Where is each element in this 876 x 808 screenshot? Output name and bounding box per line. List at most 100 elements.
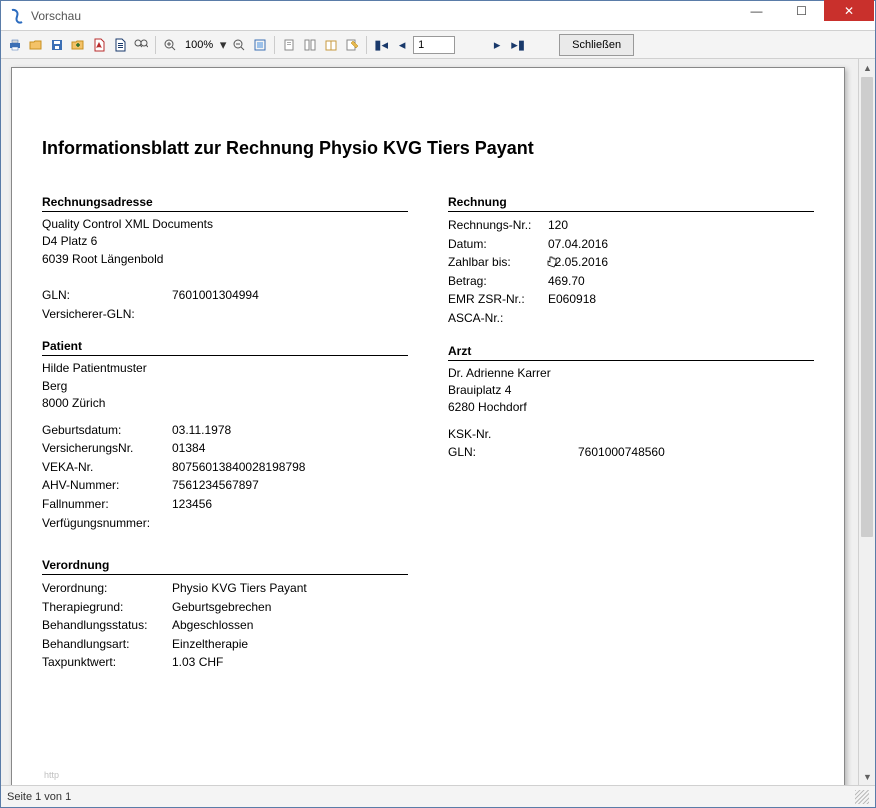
doctor-line3: 6280 Hochdorf (448, 399, 814, 416)
find-icon[interactable] (131, 35, 151, 55)
next-page-icon[interactable]: ▸ (487, 35, 507, 55)
invoice-amount-label: Betrag: (448, 272, 548, 291)
scrollbar-thumb[interactable] (861, 77, 873, 537)
save-icon[interactable] (47, 35, 67, 55)
insno-label: VersicherungsNr. (42, 439, 172, 458)
invoice-due-value: 12.05.2016 (548, 253, 608, 272)
tax-label: Taxpunktwert: (42, 653, 172, 672)
separator (155, 36, 156, 54)
doctor-line2: Brauiplatz 4 (448, 382, 814, 399)
status-label: Behandlungsstatus: (42, 616, 172, 635)
ahv-label: AHV-Nummer: (42, 476, 172, 495)
emr-label: EMR ZSR-Nr.: (448, 290, 548, 309)
ord-value: Physio KVG Tiers Payant (172, 579, 307, 598)
doc-icon[interactable] (110, 35, 130, 55)
prev-page-icon[interactable]: ◂ (392, 35, 412, 55)
prescription-header: Verordnung (42, 558, 408, 575)
toolbar: 100% ▾ ▮◂ ◂ ▸ ▸▮ Schließen (1, 31, 875, 59)
patient-line1: Hilde Patientmuster (42, 360, 408, 377)
close-icon: ✕ (844, 4, 854, 18)
document-viewport[interactable]: Informationsblatt zur Rechnung Physio KV… (1, 59, 858, 785)
case-value: 123456 (172, 495, 212, 514)
invoice-amount-value: 469.70 (548, 272, 585, 291)
window-controls: — ☐ ✕ (734, 1, 875, 30)
edit-icon[interactable] (342, 35, 362, 55)
open-icon[interactable] (26, 35, 46, 55)
separator (366, 36, 367, 54)
vertical-scrollbar[interactable]: ▲ ▼ (858, 59, 875, 785)
last-page-icon[interactable]: ▸▮ (508, 35, 528, 55)
status-text: Seite 1 von 1 (7, 791, 71, 803)
zoom-value[interactable]: 100% (181, 39, 217, 51)
ord-label: Verordnung: (42, 579, 172, 598)
veka-value: 80756013840028198798 (172, 458, 305, 477)
minimize-icon: — (751, 4, 763, 18)
invoice-no-value: 120 (548, 216, 568, 235)
content-area: Informationsblatt zur Rechnung Physio KV… (1, 59, 875, 785)
watermark: http (44, 770, 59, 780)
reason-label: Therapiegrund: (42, 598, 172, 617)
billing-header: Rechnungsadresse (42, 195, 408, 212)
gln-value: 7601001304994 (172, 286, 259, 305)
zoom-dropdown-icon[interactable]: ▾ (218, 35, 228, 55)
zoom-out-icon[interactable] (229, 35, 249, 55)
emr-value: E060918 (548, 290, 596, 309)
minimize-button[interactable]: — (734, 1, 779, 21)
ksk-label: KSK-Nr. (448, 425, 578, 444)
top-columns: Rechnungsadresse Quality Control XML Doc… (42, 187, 814, 672)
invoice-date-label: Datum: (448, 235, 548, 254)
right-column: Rechnung Rechnungs-Nr.:120 Datum:07.04.2… (448, 187, 814, 672)
resize-grip-icon[interactable] (855, 790, 869, 804)
patient-line3: 8000 Zürich (42, 395, 408, 412)
app-icon (9, 8, 25, 24)
document-page: Informationsblatt zur Rechnung Physio KV… (11, 67, 845, 785)
case-label: Fallnummer: (42, 495, 172, 514)
doctor-gln-label: GLN: (448, 443, 578, 462)
fit-page-icon[interactable] (250, 35, 270, 55)
continuous-icon[interactable] (300, 35, 320, 55)
page-number-input[interactable] (413, 36, 455, 54)
type-label: Behandlungsart: (42, 635, 172, 654)
left-column: Rechnungsadresse Quality Control XML Doc… (42, 187, 408, 672)
veka-label: VEKA-Nr. (42, 458, 172, 477)
ahv-value: 7561234567897 (172, 476, 259, 495)
reason-value: Geburtsgebrechen (172, 598, 271, 617)
pdf-icon[interactable] (89, 35, 109, 55)
birth-label: Geburtsdatum: (42, 421, 172, 440)
close-button[interactable]: Schließen (559, 34, 634, 56)
invoice-no-label: Rechnungs-Nr.: (448, 216, 548, 235)
first-page-icon[interactable]: ▮◂ (371, 35, 391, 55)
invoice-header: Rechnung (448, 195, 814, 212)
invoice-due-label: Zahlbar bis: (448, 253, 548, 272)
billing-line2: D4 Platz 6 (42, 233, 408, 250)
type-value: Einzeltherapie (172, 635, 248, 654)
insurer-gln-label: Versicherer-GLN: (42, 305, 172, 324)
patient-header: Patient (42, 339, 408, 356)
print-icon[interactable] (5, 35, 25, 55)
book-icon[interactable] (321, 35, 341, 55)
statusbar: Seite 1 von 1 (1, 785, 875, 807)
birth-value: 03.11.1978 (172, 421, 231, 440)
document-title: Informationsblatt zur Rechnung Physio KV… (42, 138, 814, 159)
scroll-up-icon[interactable]: ▲ (859, 59, 875, 76)
zoom-in-icon[interactable] (160, 35, 180, 55)
patient-line2: Berg (42, 378, 408, 395)
doctor-header: Arzt (448, 344, 814, 361)
single-page-icon[interactable] (279, 35, 299, 55)
invoice-date-value: 07.04.2016 (548, 235, 608, 254)
titlebar: Vorschau — ☐ ✕ (1, 1, 875, 31)
doctor-gln-value: 7601000748560 (578, 443, 665, 462)
asca-label: ASCA-Nr.: (448, 309, 548, 328)
maximize-button[interactable]: ☐ (779, 1, 824, 21)
separator (274, 36, 275, 54)
window-title: Vorschau (31, 9, 734, 23)
export-icon[interactable] (68, 35, 88, 55)
insno-value: 01384 (172, 439, 205, 458)
status-value: Abgeschlossen (172, 616, 253, 635)
scroll-down-icon[interactable]: ▼ (859, 768, 875, 785)
tax-value: 1.03 CHF (172, 653, 223, 672)
billing-line3: 6039 Root Längenbold (42, 251, 408, 268)
close-window-button[interactable]: ✕ (824, 0, 874, 21)
maximize-icon: ☐ (796, 4, 807, 18)
preview-window: Vorschau — ☐ ✕ 100% ▾ ▮◂ ◂ ▸ ▸▮ Schließ (0, 0, 876, 808)
